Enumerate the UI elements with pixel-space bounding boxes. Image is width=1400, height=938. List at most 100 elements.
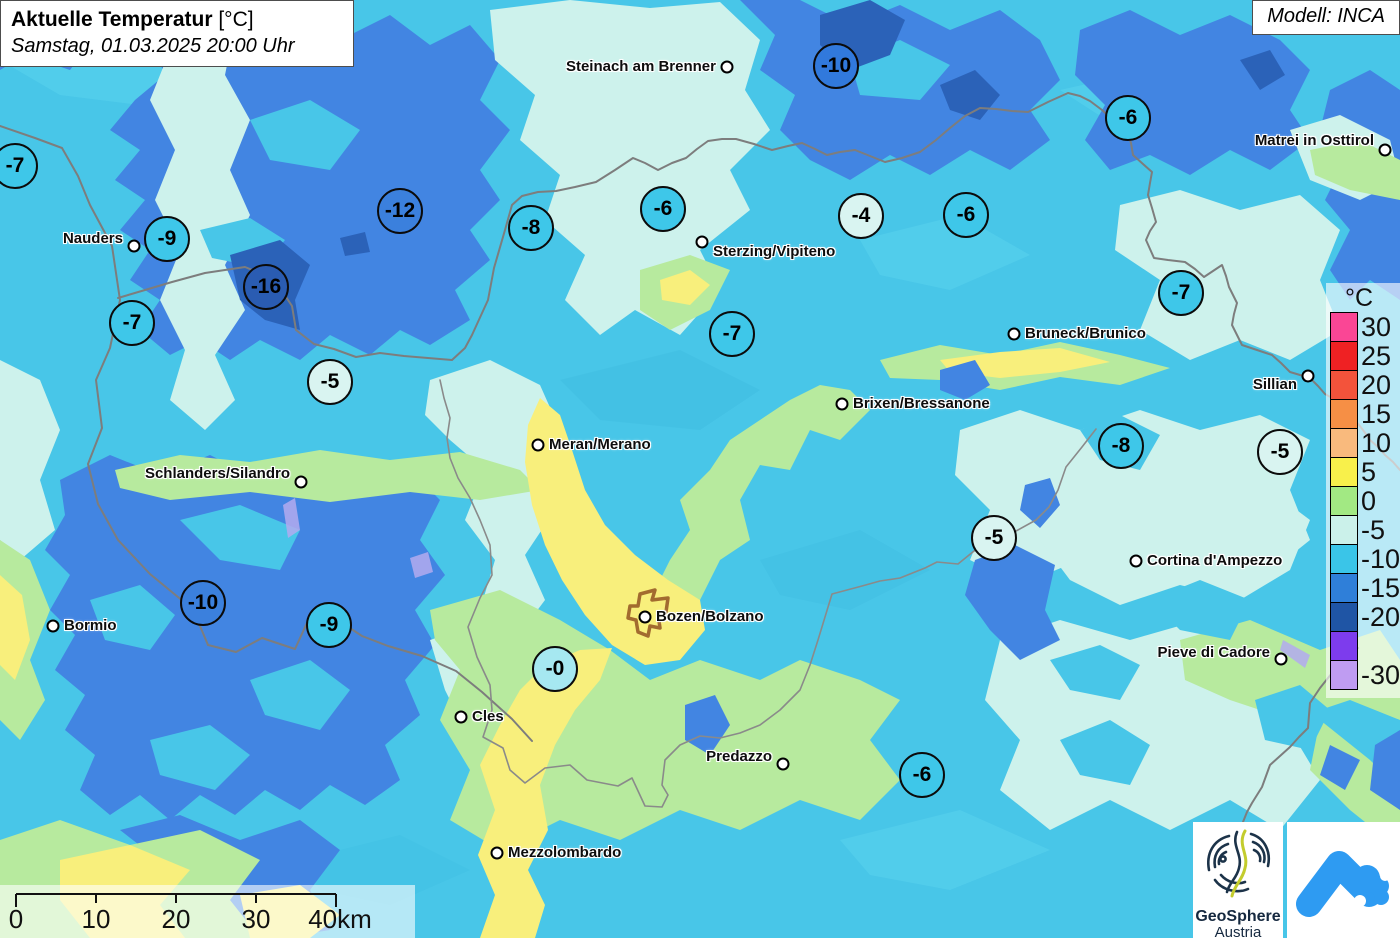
- temp-bubble: -6: [899, 752, 945, 798]
- legend-swatch: [1330, 457, 1358, 487]
- temp-bubble: -10: [813, 43, 859, 89]
- city-label: Nauders: [62, 230, 123, 247]
- legend-swatch: [1330, 573, 1358, 603]
- page-title: Aktuelle Temperatur [°C]: [11, 6, 341, 33]
- legend-swatch: [1330, 515, 1358, 545]
- city-label: Mezzolombardo: [508, 844, 622, 861]
- mountain-cloud-icon: [1296, 851, 1390, 917]
- legend-entry: -30: [1326, 660, 1400, 690]
- city-marker: [776, 757, 790, 771]
- scale-tick-label: 40km: [308, 904, 372, 934]
- legend-value: -20: [1361, 602, 1400, 632]
- temp-bubble: -5: [307, 359, 353, 405]
- legend-swatch: [1330, 312, 1358, 342]
- legend-entry: 10: [1326, 428, 1400, 458]
- geosphere-logo-box: GeoSphere Austria: [1193, 822, 1283, 938]
- legend-swatch: [1330, 399, 1358, 429]
- city-label: Meran/Merano: [549, 436, 651, 453]
- geosphere-contours-icon: [1207, 829, 1271, 898]
- legend-swatch: [1330, 370, 1358, 400]
- city-label: Sillian: [1252, 376, 1297, 393]
- city-marker: [531, 438, 545, 452]
- city-label: Bormio: [64, 617, 117, 634]
- city-marker: [638, 610, 652, 624]
- temp-bubble: -5: [1257, 429, 1303, 475]
- legend-entry: 25: [1326, 341, 1400, 371]
- legend-swatch: [1330, 631, 1358, 661]
- city-marker: [1007, 327, 1021, 341]
- legend-entry: 30: [1326, 312, 1400, 342]
- city-marker: [1274, 652, 1288, 666]
- city-marker: [294, 475, 308, 489]
- temp-bubble: -7: [709, 311, 755, 357]
- city-marker: [1301, 369, 1315, 383]
- scale-tick-label: 30: [241, 904, 271, 934]
- legend-swatch: [1330, 428, 1358, 458]
- city-label: Brixen/Bressanone: [853, 395, 990, 412]
- legend-unit-label: °C: [1345, 284, 1374, 312]
- city-marker: [46, 619, 60, 633]
- legend-value: -10: [1361, 544, 1400, 574]
- city-marker: [720, 60, 734, 74]
- temp-bubble: -16: [243, 264, 289, 310]
- legend-entry: -20: [1326, 602, 1400, 632]
- temp-bubble: -7: [109, 300, 155, 346]
- city-label: Cortina d'Ampezzo: [1147, 552, 1283, 569]
- legend-value: 30: [1361, 312, 1392, 342]
- city-label: Bruneck/Brunico: [1025, 325, 1146, 342]
- legend-color-scale: 30 25 20 15 10 5 0 -5 -10 -15 -20 -30: [1326, 312, 1400, 690]
- legend-entry: 20: [1326, 370, 1400, 400]
- temp-bubble: -9: [306, 602, 352, 648]
- city-marker: [835, 397, 849, 411]
- legend-value: -5: [1361, 515, 1386, 545]
- city-marker: [127, 239, 141, 253]
- title-unit: [°C]: [218, 8, 254, 31]
- legend-swatch: [1330, 602, 1358, 632]
- title-text: Aktuelle Temperatur: [11, 8, 213, 31]
- city-label: Cles: [472, 708, 504, 725]
- legend-value: -30: [1361, 660, 1400, 690]
- temp-bubble: -6: [1105, 95, 1151, 141]
- legend-value: 25: [1361, 341, 1392, 371]
- scale-tick-label: 20: [161, 904, 191, 934]
- bolzano-boundary: [626, 588, 670, 638]
- legend-value: 10: [1361, 428, 1392, 458]
- temp-bubble: -7: [1158, 270, 1204, 316]
- temp-bubble: -7: [0, 143, 38, 189]
- timestamp: Samstag, 01.03.2025 20:00 Uhr: [11, 35, 295, 57]
- temp-bubble: -6: [640, 186, 686, 232]
- temp-bubble: -8: [1098, 423, 1144, 469]
- legend-value: 15: [1361, 399, 1392, 429]
- legend-swatch: [1330, 544, 1358, 574]
- temp-bubble: -5: [971, 515, 1017, 561]
- model-label: Modell: INCA: [1252, 0, 1400, 35]
- legend-entry: 5: [1326, 457, 1400, 487]
- scale-tick-label: 0: [8, 904, 24, 934]
- geosphere-country: Austria: [1214, 924, 1262, 938]
- temp-bubble: -0: [532, 646, 578, 692]
- city-label: Pieve di Cadore: [1157, 644, 1270, 661]
- temperature-legend: °C 30 25 20 15 10 5 0 -5 -10 -15 -20 -30: [1326, 283, 1400, 698]
- city-marker: [454, 710, 468, 724]
- temp-bubble: -6: [943, 192, 989, 238]
- city-label: Matrei in Osttirol: [1254, 132, 1374, 149]
- geosphere-name: GeoSphere: [1195, 908, 1281, 925]
- legend-entry: 15: [1326, 399, 1400, 429]
- city-marker: [1378, 143, 1392, 157]
- temp-bubble: -4: [838, 193, 884, 239]
- legend-value: 20: [1361, 370, 1392, 400]
- temp-bubble: -8: [508, 205, 554, 251]
- legend-entry: [1326, 631, 1400, 661]
- partner-logo-box: [1287, 822, 1400, 938]
- city-label: Bozen/Bolzano: [656, 608, 764, 625]
- title-box: Aktuelle Temperatur [°C] Samstag, 01.03.…: [0, 0, 354, 67]
- legend-value: 0: [1361, 486, 1377, 516]
- legend-swatch: [1330, 660, 1358, 690]
- city-marker: [695, 235, 709, 249]
- legend-entry: -5: [1326, 515, 1400, 545]
- temp-bubble: -12: [377, 188, 423, 234]
